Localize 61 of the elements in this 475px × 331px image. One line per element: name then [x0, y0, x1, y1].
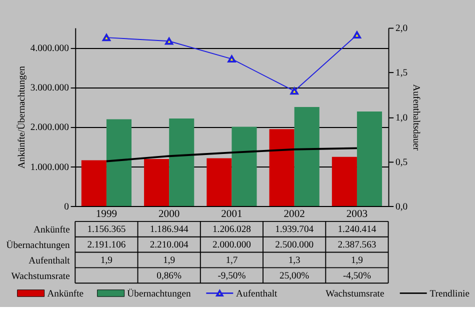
y2-tick-label: 0,5 [396, 156, 408, 168]
y-tick-label: 4.000.000 [30, 42, 70, 54]
x-tick-label: 1999 [96, 209, 118, 220]
data-label: 2.500.000 [275, 239, 314, 250]
bar [294, 106, 320, 206]
y2-tick-label: 2,0 [396, 23, 408, 34]
text: Aufenthalt [28, 255, 70, 266]
bar [232, 126, 257, 206]
text: 25,00% [280, 270, 310, 282]
y2-axis-title: Aufenthaltsdauer [410, 84, 422, 152]
point [290, 87, 298, 95]
data-label: 1.206.028 [212, 224, 252, 236]
y-tick-label: 2.000.000 [30, 122, 70, 134]
data-label: 1.186.944 [150, 224, 189, 236]
y-tick-label: 3.000.000 [30, 82, 70, 94]
y-tick-label: 1.000.000 [30, 162, 70, 173]
point [352, 31, 361, 38]
bar [106, 119, 132, 206]
y-axis-title: Ankünfte/Übernachtungen [16, 66, 28, 169]
legend-label: Aufenthalt [236, 288, 278, 300]
bar [356, 111, 382, 206]
data-label: 1.240.414 [338, 224, 376, 236]
bar [144, 158, 170, 206]
point [102, 34, 110, 42]
text: 0,86% [156, 270, 182, 282]
data-label: 1,3 [288, 254, 301, 266]
data-label: 2.000.000 [212, 239, 252, 250]
bar [169, 118, 194, 206]
x-tick-label: 2003 [346, 209, 368, 220]
bar [206, 158, 232, 206]
text: Wachstumsrate [11, 270, 70, 282]
data-label: 1.939.704 [275, 224, 314, 236]
point [165, 38, 174, 45]
data-label: 1,7 [226, 254, 238, 266]
legend-label: Übernachtungen [127, 288, 191, 300]
bar [269, 129, 294, 206]
line-series [106, 147, 358, 162]
text: -4,50% [342, 270, 372, 282]
y2-tick-label: 1,5 [396, 68, 408, 79]
data-label: 1.156.365 [87, 224, 126, 236]
text: Ankünfte [33, 224, 70, 236]
y2-tick-label: 0,0 [396, 201, 408, 212]
text: -9,50% [218, 270, 246, 282]
legend-label: Ankünfte [47, 288, 84, 300]
x-tick-label: 2001 [221, 209, 242, 220]
y2-tick-label: 1,0 [396, 112, 408, 124]
text: Übernachtungen [6, 240, 70, 251]
legend-label: Trendlinie [430, 288, 470, 300]
data-label: 1,9 [100, 254, 113, 266]
bar [332, 156, 357, 206]
bar [81, 160, 106, 206]
y-tick-label: 0 [64, 201, 70, 212]
data-label: 2.191.106 [87, 239, 126, 250]
data-label: 1,9 [163, 254, 176, 266]
point [228, 55, 236, 63]
data-label: 2.210.004 [150, 239, 189, 250]
text: Wachstumsrate [326, 288, 384, 300]
data-label: 2.387.563 [338, 239, 376, 250]
data-label: 1,9 [350, 254, 364, 266]
x-tick-label: 2000 [158, 209, 180, 220]
x-tick-label: 2002 [284, 209, 305, 220]
